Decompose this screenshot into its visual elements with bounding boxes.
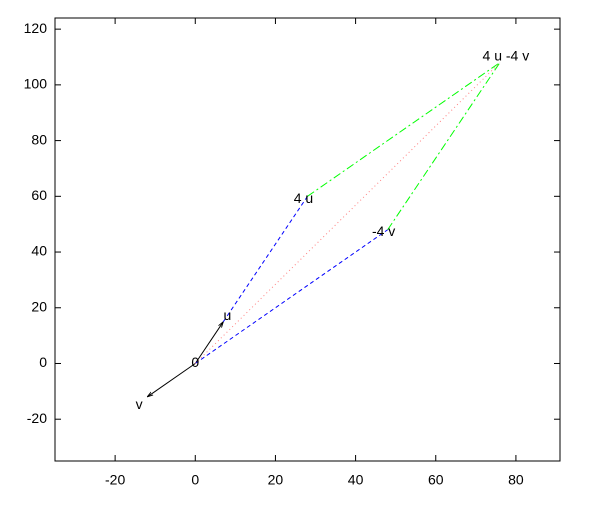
y-tick-label: 20 xyxy=(31,298,47,314)
x-tick-label: 40 xyxy=(348,472,364,488)
point-label: 4 u xyxy=(294,190,313,206)
x-tick-label: 60 xyxy=(428,472,444,488)
x-tick-label: 20 xyxy=(268,472,284,488)
point-label: u xyxy=(223,307,231,323)
point-label: v xyxy=(136,396,143,412)
vector-segment xyxy=(194,62,501,364)
vector-segment xyxy=(307,62,501,197)
vector-segment xyxy=(194,229,388,364)
x-tick-label: 0 xyxy=(191,472,199,488)
x-tick-label: -20 xyxy=(105,472,125,488)
y-tick-label: 80 xyxy=(31,131,47,147)
y-tick-label: 40 xyxy=(31,243,47,259)
vector-segment xyxy=(147,363,196,396)
point-label: 0 xyxy=(191,354,199,370)
y-tick-label: 120 xyxy=(24,20,48,36)
y-tick-label: -20 xyxy=(27,410,47,426)
vector-segment xyxy=(387,62,501,231)
y-tick-label: 60 xyxy=(31,187,47,203)
y-tick-label: 0 xyxy=(39,354,47,370)
point-label: 4 u -4 v xyxy=(483,48,530,64)
y-tick-label: 100 xyxy=(24,76,48,92)
x-tick-label: 80 xyxy=(508,472,524,488)
point-label: -4 v xyxy=(372,223,395,239)
vector-segment xyxy=(194,322,223,364)
plot-frame xyxy=(54,17,561,462)
vector-segment xyxy=(222,196,308,322)
